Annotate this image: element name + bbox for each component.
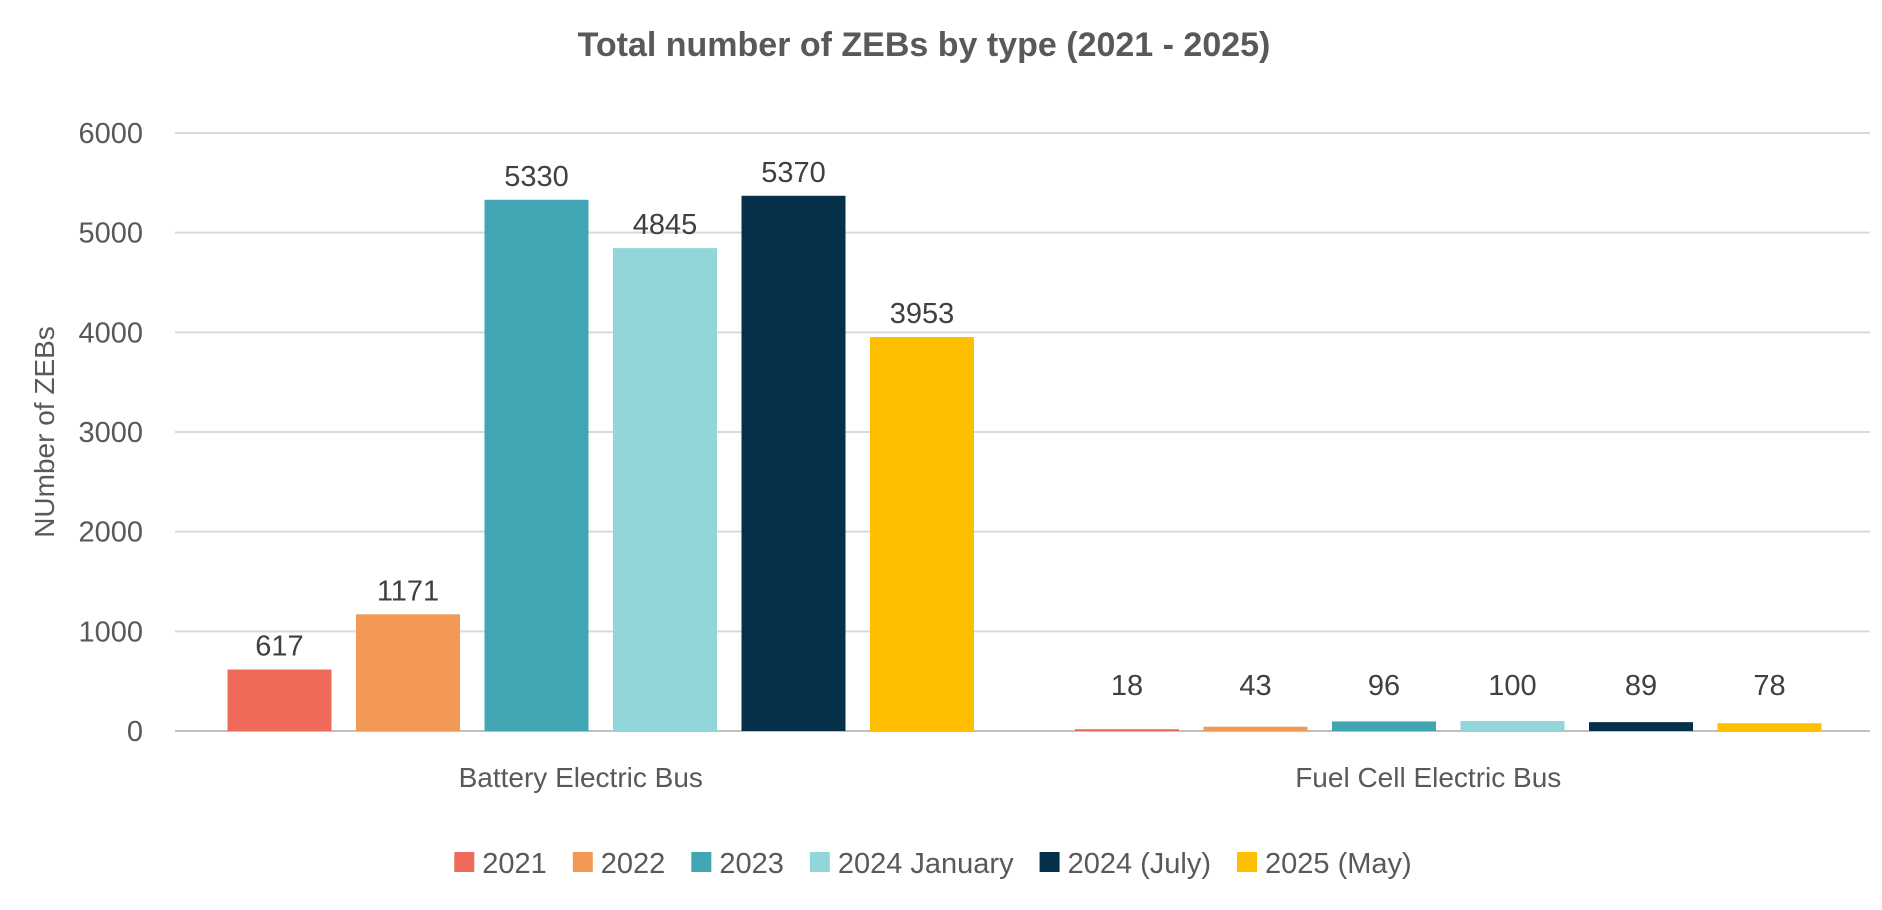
y-tick-label: 5000 bbox=[78, 218, 143, 250]
data-label: 5330 bbox=[504, 161, 569, 193]
data-label: 1171 bbox=[377, 575, 439, 607]
data-label: 4845 bbox=[633, 209, 698, 241]
x-category-label: Battery Electric Bus bbox=[459, 762, 703, 793]
bar bbox=[1075, 729, 1179, 731]
legend-label: 2023 bbox=[719, 848, 784, 880]
legend-item: 2022 bbox=[572, 848, 666, 880]
legend: 2021 2022 2023 2024 January 2024 (July) 2025 … bbox=[454, 848, 1412, 880]
y-tick-label: 6000 bbox=[78, 118, 143, 150]
y-tick-label: 4000 bbox=[78, 317, 143, 349]
data-labels: 617 1171 5330 4845 5370 3953 18 43 96 100 89 78 bbox=[255, 157, 1785, 702]
data-label: 89 bbox=[1625, 670, 1657, 702]
legend-item: 2023 bbox=[691, 848, 784, 880]
bar bbox=[870, 337, 974, 731]
legend-item: 2025 (May) bbox=[1237, 848, 1412, 880]
legend-swatch bbox=[1237, 852, 1258, 872]
bar bbox=[227, 669, 332, 731]
x-category-label: Fuel Cell Electric Bus bbox=[1295, 762, 1561, 793]
data-label: 18 bbox=[1111, 670, 1143, 702]
legend-swatch bbox=[454, 852, 475, 872]
chart-title: Total number of ZEBs by type (2021 - 202… bbox=[578, 26, 1271, 64]
data-label: 5370 bbox=[761, 157, 826, 189]
legend-item: 2024 (July) bbox=[1039, 848, 1211, 880]
legend-label: 2024 January bbox=[838, 848, 1014, 880]
legend-label: 2021 bbox=[482, 848, 547, 880]
y-tick-label: 2000 bbox=[78, 517, 143, 549]
y-axis-title: NUmber of ZEBs bbox=[29, 326, 60, 538]
legend-swatch bbox=[691, 852, 712, 872]
y-tick-label: 1000 bbox=[78, 616, 143, 648]
bars bbox=[227, 195, 1822, 732]
legend-swatch bbox=[572, 852, 593, 872]
data-label: 43 bbox=[1239, 670, 1271, 702]
bar bbox=[1460, 721, 1565, 731]
legend-swatch bbox=[809, 852, 830, 872]
data-label: 3953 bbox=[890, 298, 955, 330]
bar bbox=[1203, 726, 1308, 731]
legend-swatch bbox=[1039, 852, 1060, 872]
y-tick-label: 3000 bbox=[78, 417, 143, 449]
bar bbox=[1717, 723, 1822, 731]
bar bbox=[1332, 721, 1436, 731]
y-tick-label: 0 bbox=[127, 716, 143, 748]
bar bbox=[356, 614, 460, 731]
data-label: 78 bbox=[1753, 670, 1785, 702]
data-label: 617 bbox=[255, 631, 303, 663]
legend-item: 2021 bbox=[454, 848, 547, 880]
legend-label: 2022 bbox=[601, 848, 666, 880]
bar bbox=[613, 248, 717, 732]
bar bbox=[1589, 722, 1693, 731]
legend-label: 2024 (July) bbox=[1068, 848, 1211, 880]
y-axis-ticks: 0 1000 2000 3000 4000 5000 6000 bbox=[78, 118, 143, 748]
bar bbox=[741, 195, 846, 732]
legend-item: 2024 January bbox=[809, 848, 1014, 880]
data-label: 96 bbox=[1368, 670, 1400, 702]
data-label: 100 bbox=[1488, 670, 1536, 702]
bar bbox=[484, 199, 589, 731]
legend-label: 2025 (May) bbox=[1265, 848, 1412, 880]
x-axis-categories: Battery Electric Bus Fuel Cell Electric B… bbox=[459, 762, 1562, 793]
